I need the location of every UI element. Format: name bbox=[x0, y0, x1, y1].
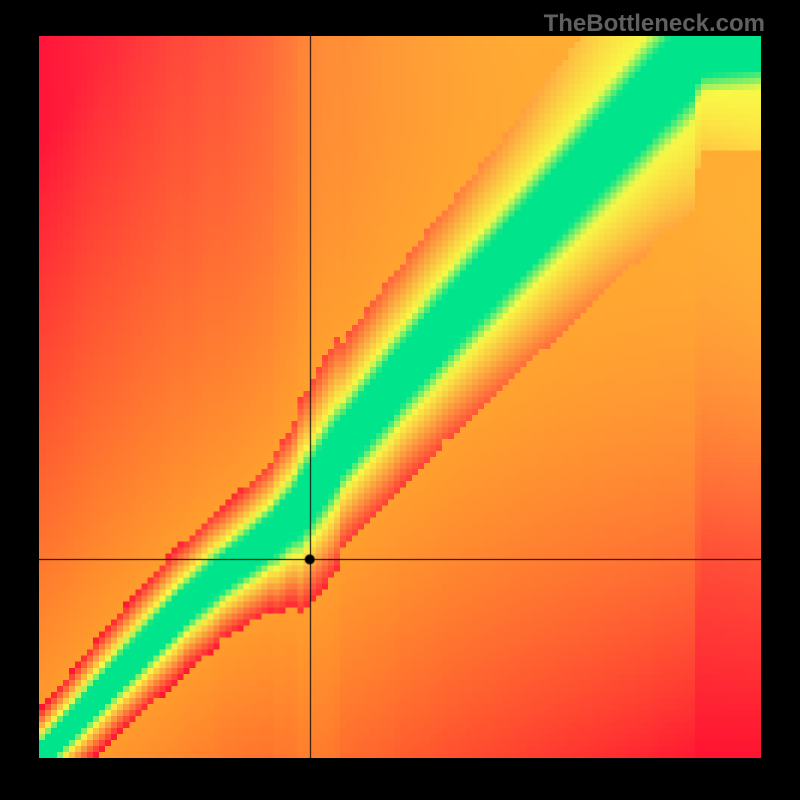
watermark-text: TheBottleneck.com bbox=[544, 10, 765, 38]
crosshair-overlay bbox=[39, 36, 761, 758]
chart-container: TheBottleneck.com bbox=[0, 0, 800, 800]
